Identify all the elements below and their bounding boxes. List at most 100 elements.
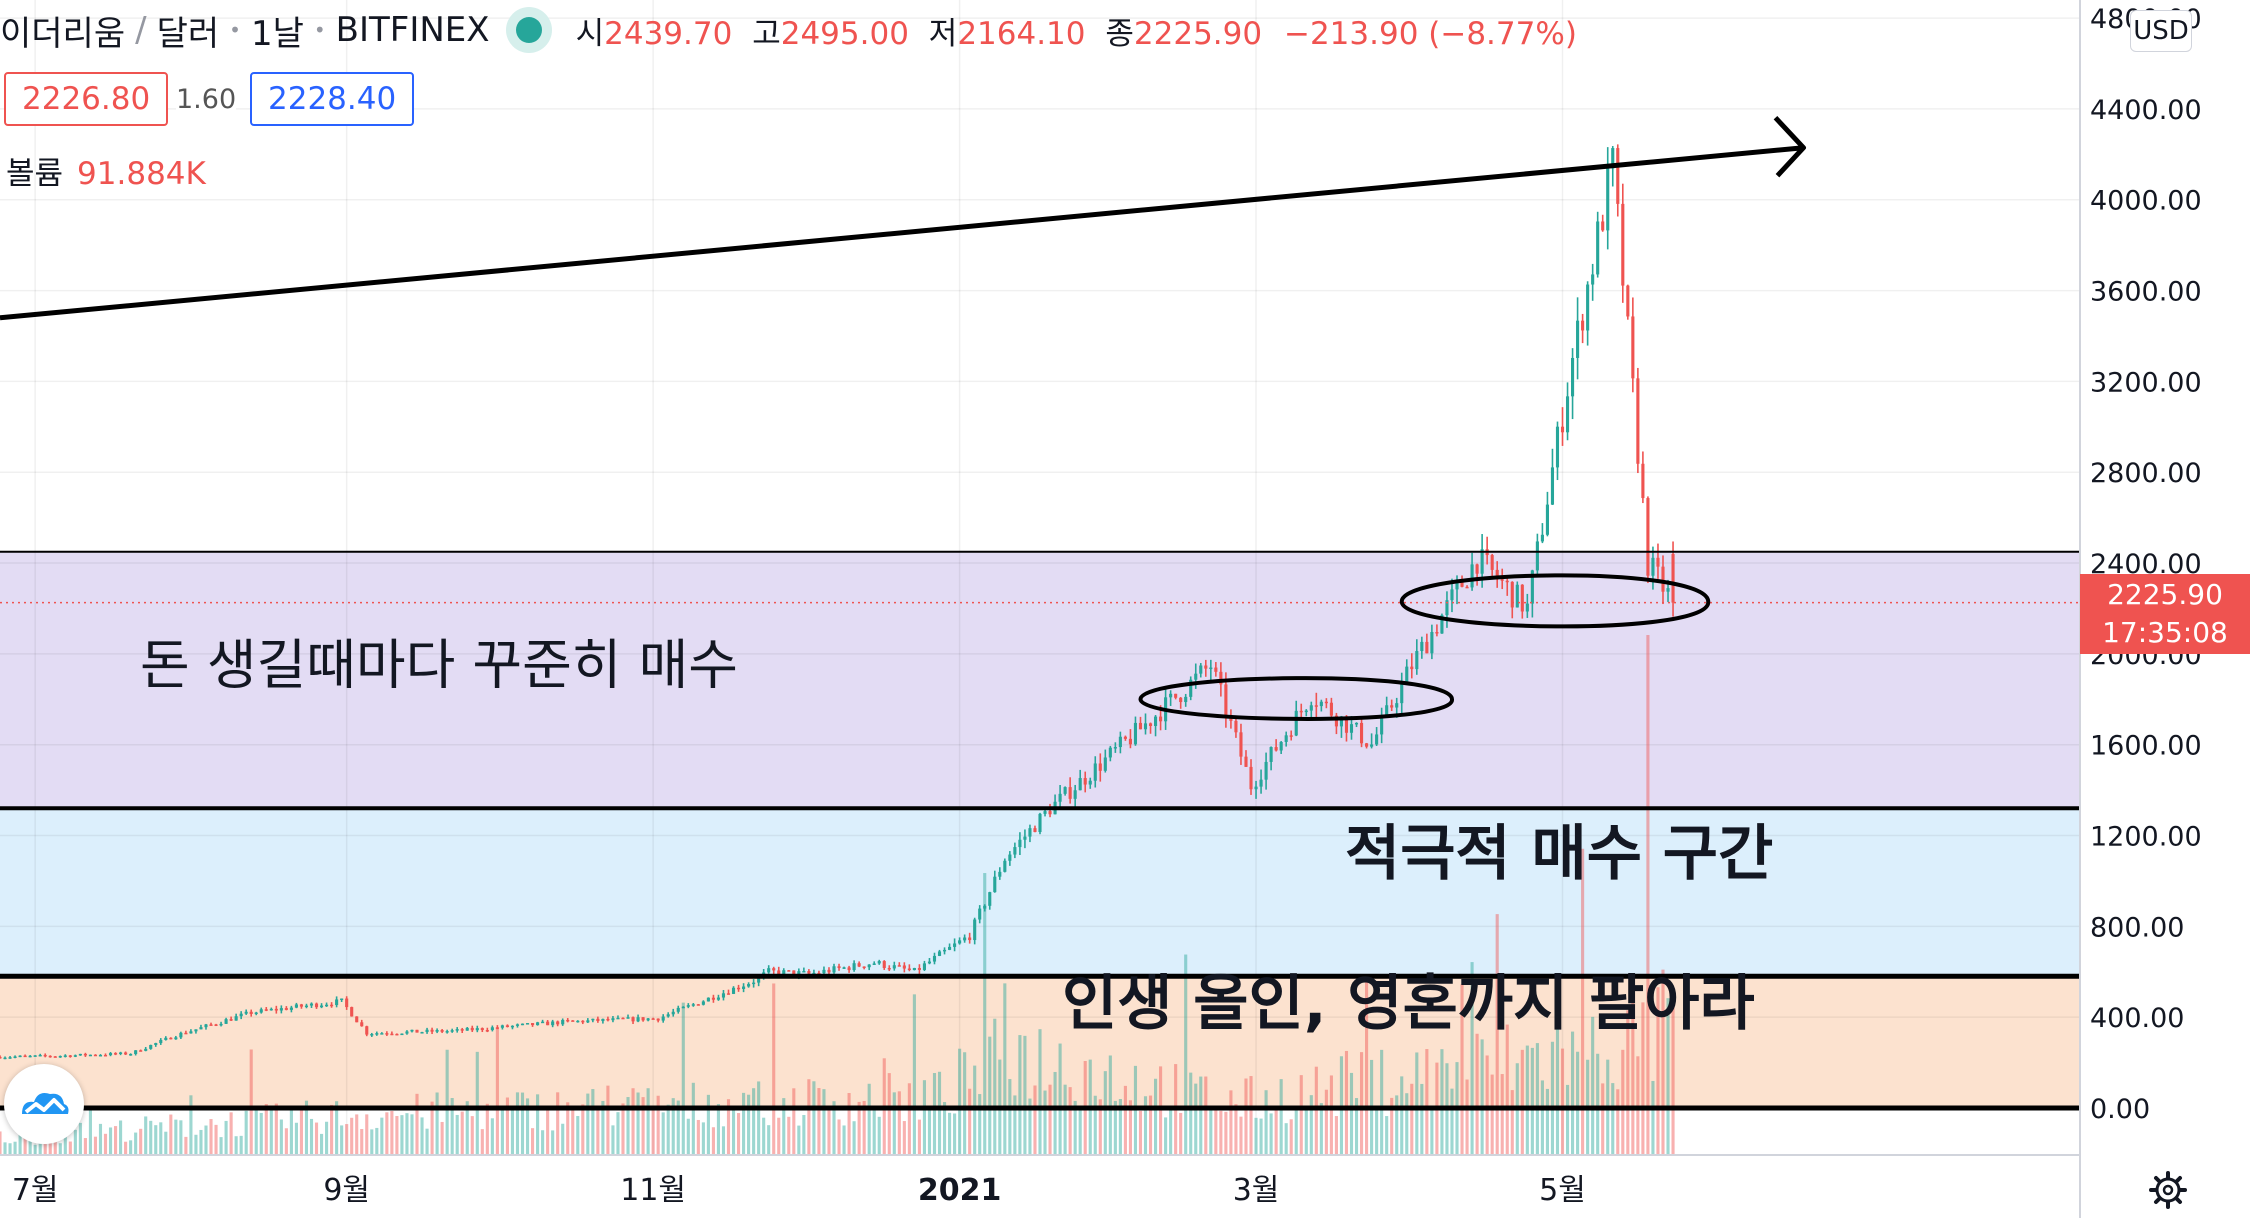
candle-body	[405, 1031, 409, 1034]
volume-bar	[470, 1116, 474, 1155]
candle-body	[1048, 811, 1052, 815]
volume-bar	[1013, 1095, 1017, 1155]
volume-bar	[415, 1093, 419, 1155]
candle-body	[606, 1018, 610, 1021]
volume-bar	[1430, 1105, 1434, 1155]
volume-bar	[144, 1116, 148, 1155]
volume-bar	[1073, 1100, 1077, 1155]
candle-body	[510, 1025, 515, 1028]
candle-body	[1576, 320, 1580, 358]
candle-body	[1435, 631, 1439, 634]
volume-bar	[541, 1130, 545, 1155]
volume-bar	[656, 1095, 660, 1155]
candle-body	[757, 976, 761, 983]
candle-body	[1294, 710, 1298, 736]
gear-icon[interactable]	[2148, 1170, 2188, 1210]
volume-bar	[390, 1111, 394, 1155]
candle-body	[1128, 738, 1132, 745]
volume-bar	[1159, 1066, 1163, 1155]
candle-body	[370, 1034, 374, 1036]
volume-bar	[1058, 1043, 1062, 1155]
trend-arrow-head	[1773, 116, 1806, 178]
candle-body	[8, 1057, 12, 1059]
volume-bar	[219, 1137, 223, 1155]
candle-body	[591, 1018, 595, 1021]
candle-body	[1189, 679, 1193, 697]
volume-bar	[475, 1051, 479, 1155]
volume-bar	[119, 1120, 123, 1155]
candle-body	[1098, 763, 1102, 771]
candle-body	[335, 999, 339, 1006]
volume-readout: 볼륨 91.884K	[6, 156, 206, 192]
volume-bar	[621, 1103, 625, 1155]
candle-body	[63, 1055, 67, 1057]
candle-body	[1631, 316, 1635, 379]
volume-bar	[1294, 1106, 1298, 1155]
candle-body	[1269, 747, 1273, 762]
volume-bar	[199, 1129, 203, 1155]
volume-bar	[892, 1092, 896, 1155]
candle-body	[480, 1028, 484, 1031]
candle-body	[1616, 148, 1620, 204]
volume-bar	[1530, 1047, 1534, 1155]
volume-bar	[993, 1018, 997, 1155]
candle-body	[1400, 681, 1404, 704]
currency-button[interactable]: USD	[2130, 10, 2192, 52]
volume-bar	[1103, 1071, 1107, 1155]
volume-bar	[857, 1101, 861, 1155]
candle-body	[1334, 715, 1338, 727]
candle-body	[1214, 667, 1218, 672]
candle-body	[837, 966, 841, 969]
volume-bar	[1661, 969, 1665, 1155]
volume-bar	[520, 1092, 525, 1155]
volume-bar	[274, 1103, 278, 1155]
candle-body	[199, 1027, 203, 1030]
volume-bar	[847, 1093, 851, 1155]
volume-bar	[1169, 1108, 1173, 1155]
candle-body	[1339, 716, 1344, 727]
candle-body	[641, 1017, 645, 1021]
volume-bar	[139, 1128, 143, 1155]
sell-price-button[interactable]: 2226.80	[4, 72, 169, 126]
candle-body	[1591, 274, 1595, 285]
tradingview-logo-icon[interactable]	[4, 1064, 84, 1144]
candle-body	[450, 1030, 454, 1032]
volume-bar	[370, 1129, 374, 1155]
buy-price-button[interactable]: 2228.40	[250, 72, 415, 126]
y-tick-label: 0.00	[2090, 1094, 2150, 1125]
candle-body	[1174, 693, 1178, 698]
candle-body	[410, 1029, 414, 1032]
candle-body	[1008, 854, 1012, 861]
volume-bar	[1565, 1084, 1570, 1155]
candle-body	[1264, 761, 1268, 780]
candle-body	[113, 1053, 118, 1055]
volume-bar	[706, 1094, 710, 1155]
volume-bar	[696, 1119, 700, 1155]
symbol-name[interactable]: 이더리움	[0, 13, 126, 54]
volume-bar	[189, 1095, 193, 1155]
volume-bar	[536, 1094, 540, 1155]
candle-body	[1289, 735, 1293, 737]
candle-body	[0, 1056, 2, 1059]
candle-body	[1530, 570, 1534, 604]
zone-label-all-in: 인생 올인, 영혼까지 팔아라	[1062, 969, 1755, 1039]
volume-bar	[897, 1091, 901, 1155]
volume-bar	[284, 1128, 288, 1155]
volume-bar	[425, 1128, 429, 1155]
volume-bar	[1023, 1035, 1027, 1155]
volume-bar	[410, 1114, 414, 1155]
volume-bar	[736, 1113, 741, 1155]
candle-body	[661, 1016, 665, 1021]
candle-body	[782, 970, 786, 975]
volume-bar	[63, 1120, 67, 1155]
candle-body	[1495, 569, 1499, 580]
candle-body	[676, 1007, 680, 1012]
candle-body	[264, 1009, 268, 1011]
interval[interactable]: 1날	[250, 13, 304, 54]
candle-body	[1370, 744, 1374, 747]
candle-body	[907, 968, 911, 971]
volume-bar	[1450, 1088, 1454, 1155]
volume-bar	[827, 1108, 831, 1155]
volume-bar	[1581, 848, 1585, 1155]
